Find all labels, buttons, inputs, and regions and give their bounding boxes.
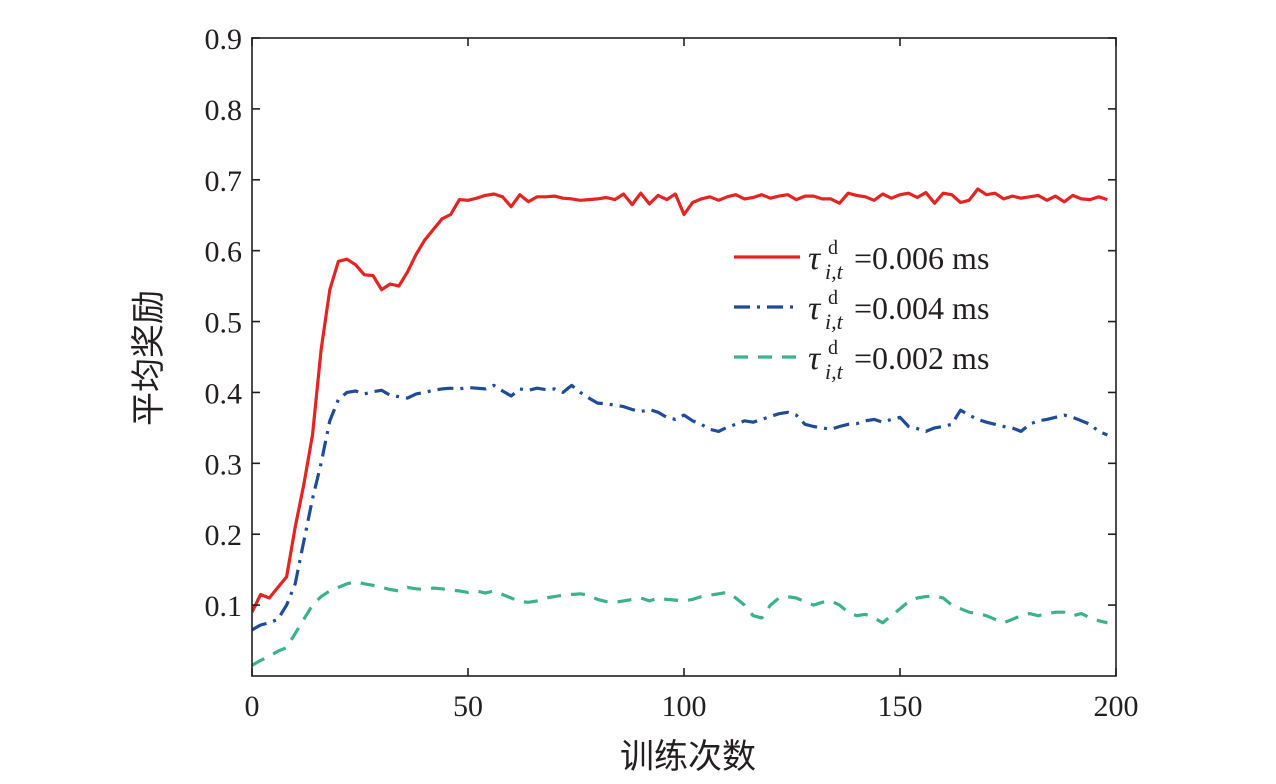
y-tick-label: 0.1 [205,590,243,623]
legend-subscript: i,t [825,259,844,284]
y-tick-label: 0.8 [205,94,243,127]
series-line-1 [252,187,1108,613]
y-tick-label: 0.5 [205,307,243,340]
legend: τ di,t =0.006 msτ di,t =0.004 msτ di,t =0.002 … [734,237,989,384]
x-tick-label: 150 [878,690,923,723]
tick-labels: 0.1 0.2 0.3 0.4 0.5 0.6 0.7 0.8 0.9 0 50 100 150 200 [205,23,1139,723]
legend-label-1: =0.006 ms [854,240,989,276]
y-axis-title: 平均奖励 [129,290,169,426]
legend-tau-symbol: τ [808,290,822,327]
axis-ticks [251,37,1117,676]
series-line-3 [252,580,1108,667]
series-layer [252,187,1109,667]
legend-label-3: =0.002 ms [854,340,989,376]
legend-tau-symbol: τ [808,340,822,377]
x-tick-label: 200 [1094,690,1139,723]
legend-tau-symbol: τ [808,240,822,277]
legend-superscript: d [828,287,838,309]
legend-subscript: i,t [825,359,844,384]
y-tick-label: 0.7 [205,165,243,198]
x-tick-label: 100 [662,690,707,723]
series-line-2 [252,383,1109,632]
legend-label-2: =0.004 ms [854,290,989,326]
y-tick-label: 0.6 [205,236,243,269]
y-tick-label: 0.4 [205,377,243,410]
x-axis-title: 训练次数 [620,737,756,777]
legend-superscript: d [828,337,838,359]
y-tick-label: 0.9 [205,23,243,56]
x-tick-label: 50 [453,690,483,723]
y-tick-label: 0.2 [205,519,243,552]
legend-superscript: d [828,237,838,259]
x-tick-label: 0 [245,690,260,723]
y-tick-label: 0.3 [205,448,243,481]
legend-subscript: i,t [825,309,844,334]
